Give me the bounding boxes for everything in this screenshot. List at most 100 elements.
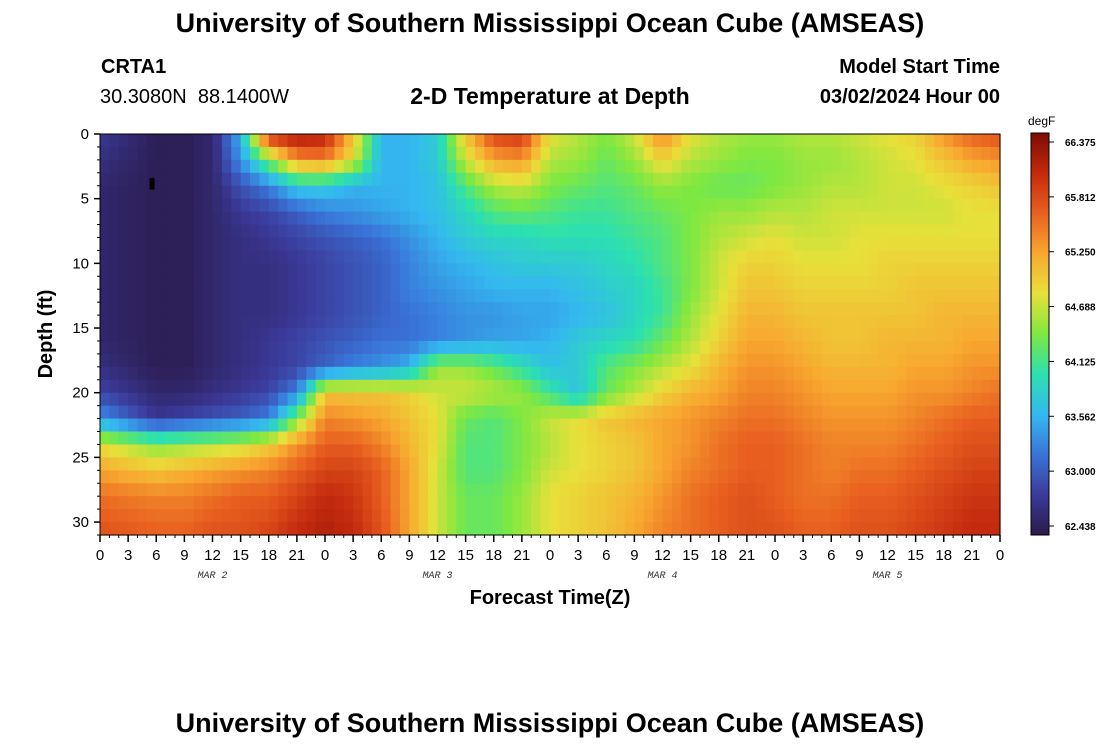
heatmap-cell: [653, 159, 664, 174]
heatmap-cell: [793, 276, 804, 290]
heatmap-cell: [578, 366, 589, 381]
heatmap-cell: [193, 496, 204, 510]
heatmap-cell: [353, 444, 364, 458]
heatmap-cell: [765, 172, 776, 187]
heatmap-cell: [812, 146, 823, 161]
heatmap-cell: [906, 340, 917, 355]
heatmap-cell: [568, 392, 579, 407]
heatmap-cell: [325, 276, 335, 290]
heatmap-cell: [606, 496, 617, 510]
heatmap-cell: [831, 496, 842, 510]
heatmap-cell: [184, 496, 195, 510]
heatmap-cell: [409, 185, 420, 200]
heatmap-cell: [146, 185, 157, 200]
heatmap-cell: [578, 224, 589, 239]
heatmap-cell: [137, 289, 148, 303]
heatmap-cell: [390, 366, 401, 381]
heatmap-cell: [203, 353, 214, 368]
heatmap-cell: [306, 353, 317, 368]
heatmap-cell: [446, 353, 457, 368]
heatmap-cell: [465, 276, 476, 290]
heatmap-cell: [662, 392, 673, 407]
heatmap-cell: [587, 392, 598, 407]
heatmap-layer: [100, 134, 1001, 536]
heatmap-cell: [709, 315, 720, 329]
heatmap-cell: [137, 470, 148, 484]
heatmap-cell: [915, 185, 926, 200]
heatmap-cell: [278, 340, 289, 355]
heatmap-cell: [840, 198, 851, 213]
heatmap-cell: [943, 392, 954, 407]
heatmap-cell: [512, 340, 523, 355]
heatmap-cell: [240, 522, 251, 536]
heatmap-cell: [765, 211, 776, 226]
heatmap-cell: [484, 159, 495, 174]
heatmap-cell: [803, 250, 814, 264]
heatmap-cell: [850, 315, 860, 329]
heatmap-cell: [756, 366, 767, 381]
heatmap-cell: [325, 185, 335, 200]
heatmap-cell: [625, 237, 635, 252]
heatmap-cell: [943, 263, 954, 277]
heatmap-cell: [325, 224, 335, 239]
heatmap-cell: [325, 379, 335, 394]
heatmap-cell: [503, 444, 514, 458]
x-tick-label: 15: [682, 547, 699, 564]
heatmap-cell: [446, 457, 457, 471]
heatmap-cell: [428, 276, 439, 290]
heatmap-cell: [521, 366, 532, 381]
heatmap-cell: [718, 185, 729, 200]
heatmap-cell: [840, 224, 851, 239]
heatmap-cell: [821, 392, 832, 407]
heatmap-cell: [615, 172, 626, 187]
heatmap-cell: [531, 431, 542, 446]
x-tick-label: 12: [204, 547, 221, 564]
heatmap-cell: [887, 146, 898, 161]
heatmap-cell: [109, 496, 120, 510]
heatmap-cell: [278, 134, 289, 148]
heatmap-cell: [878, 276, 889, 290]
heatmap-cell: [990, 431, 1001, 446]
heatmap-cell: [437, 509, 448, 523]
heatmap-cell: [212, 379, 223, 394]
heatmap-cell: [925, 302, 935, 316]
heatmap-cell: [325, 315, 335, 329]
heatmap-cell: [418, 289, 429, 303]
heatmap-cell: [550, 276, 560, 290]
heatmap-cell: [334, 211, 345, 226]
heatmap-cell: [521, 431, 532, 446]
heatmap-cell: [906, 431, 917, 446]
heatmap-cell: [371, 405, 382, 420]
heatmap-cell: [596, 198, 607, 213]
heatmap-cell: [606, 315, 617, 329]
heatmap-cell: [606, 289, 617, 303]
heatmap-cell: [559, 457, 570, 471]
heatmap-cell: [634, 159, 645, 174]
heatmap-cell: [493, 405, 504, 420]
heatmap-cell: [793, 522, 804, 536]
heatmap-cell: [915, 379, 926, 394]
heatmap-cell: [193, 366, 204, 381]
heatmap-cell: [231, 224, 242, 239]
heatmap-cell: [428, 159, 439, 174]
heatmap-cell: [990, 379, 1001, 394]
heatmap-cell: [278, 198, 289, 213]
heatmap-cell: [484, 470, 495, 484]
heatmap-cell: [100, 379, 110, 394]
heatmap-cell: [775, 340, 785, 355]
heatmap-cell: [840, 353, 851, 368]
heatmap-cell: [615, 496, 626, 510]
heatmap-cell: [493, 237, 504, 252]
heatmap-cell: [840, 431, 851, 446]
colorbar-tick-label: 66.375: [1065, 138, 1096, 149]
heatmap-cell: [803, 302, 814, 316]
heatmap-cell: [409, 405, 420, 420]
heatmap-cell: [681, 457, 692, 471]
heatmap-cell: [550, 172, 560, 187]
heatmap-cell: [653, 198, 664, 213]
heatmap-cell: [962, 379, 973, 394]
heatmap-cell: [306, 224, 317, 239]
heatmap-cell: [746, 276, 757, 290]
heatmap-cell: [943, 328, 954, 342]
heatmap-cell: [193, 211, 204, 226]
